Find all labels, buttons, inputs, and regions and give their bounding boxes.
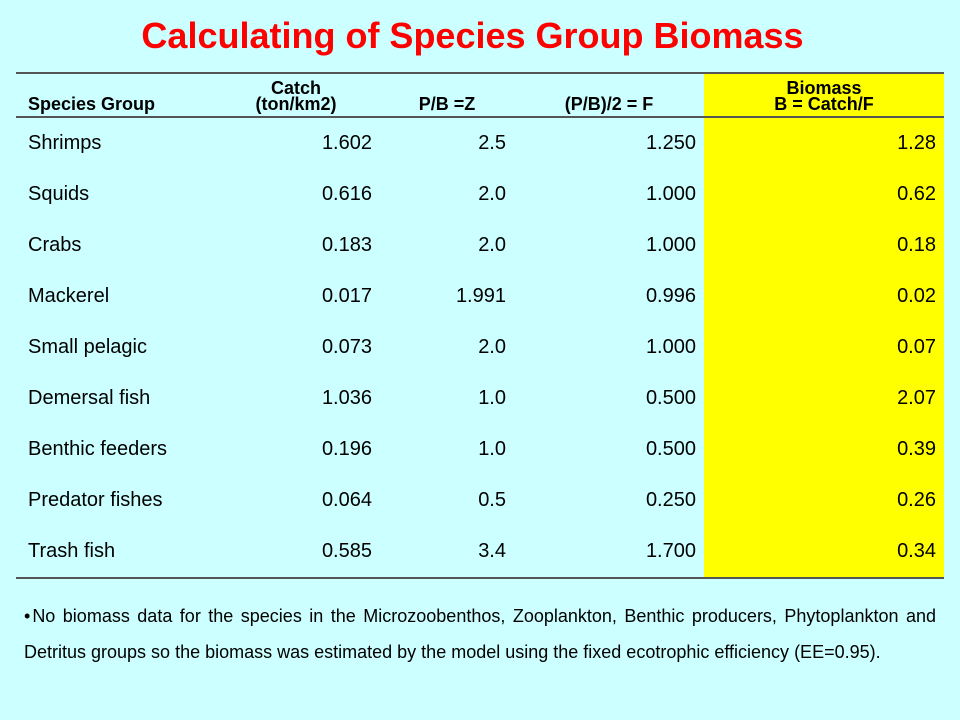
cell-species: Shrimps	[28, 132, 102, 154]
cell-biomass: 2.07	[704, 373, 944, 424]
cell-biomass: 1.28	[704, 117, 944, 169]
cell-species: Crabs	[28, 234, 82, 256]
bullet-marker: •	[24, 606, 31, 626]
cell-pb: 2.0	[478, 336, 506, 358]
cell-biomass: 0.18	[704, 220, 944, 271]
table-row: Demersal fish 1.036 1.0 0.500 2.07	[16, 373, 944, 424]
cell-catch: 0.616	[321, 183, 372, 205]
header-species-group: Species Group	[28, 94, 156, 114]
cell-species: Squids	[28, 183, 90, 205]
header-biomass: Biomass B = Catch/F	[704, 73, 944, 117]
table-row: Predator fishes 0.064 0.5 0.250 0.26	[16, 475, 944, 526]
cell-species: Demersal fish	[28, 387, 151, 409]
table-row: Trash fish 0.585 3.4 1.700 0.34	[16, 526, 944, 578]
table-row: Small pelagic 0.073 2.0 1.000 0.07	[16, 322, 944, 373]
cell-species: Trash fish	[28, 540, 116, 562]
cell-catch: 0.064	[321, 489, 372, 511]
cell-biomass: 0.07	[704, 322, 944, 373]
table-row: Crabs 0.183 2.0 1.000 0.18	[16, 220, 944, 271]
cell-pb: 2.5	[478, 132, 506, 154]
cell-biomass: 0.26	[704, 475, 944, 526]
cell-f: 1.250	[645, 132, 696, 154]
table-row: Shrimps 1.602 2.5 1.250 1.28	[16, 117, 944, 169]
header-pb: P/B =Z	[418, 94, 476, 114]
cell-f: 1.000	[645, 234, 696, 256]
cell-biomass: 0.34	[704, 526, 944, 578]
page-title: Calculating of Species Group Biomass	[141, 15, 804, 56]
biomass-table-container: Species Group Catch (ton/km2) P/B =Z (P/…	[16, 72, 944, 579]
table-row: Benthic feeders 0.196 1.0 0.500 0.39	[16, 424, 944, 475]
biomass-table: Species Group Catch (ton/km2) P/B =Z (P/…	[16, 72, 944, 579]
header-biomass-line2: B = Catch/F	[774, 94, 874, 114]
header-biomass-line1: Biomass	[786, 78, 862, 98]
cell-biomass: 0.02	[704, 271, 944, 322]
cell-pb: 0.5	[478, 489, 506, 511]
cell-catch: 0.073	[321, 336, 372, 358]
cell-species: Small pelagic	[28, 336, 147, 358]
table-body: Shrimps 1.602 2.5 1.250 1.28 Squids 0.61…	[16, 117, 944, 578]
header-f: (P/B)/2 = F	[564, 94, 654, 114]
cell-f: 0.996	[645, 285, 696, 307]
header-catch-line1: Catch	[270, 78, 321, 98]
table-row: Mackerel 0.017 1.991 0.996 0.02	[16, 271, 944, 322]
cell-pb: 1.991	[455, 285, 506, 307]
cell-species: Predator fishes	[28, 489, 163, 511]
cell-catch: 0.017	[321, 285, 372, 307]
cell-biomass: 0.62	[704, 169, 944, 220]
cell-f: 1.000	[645, 183, 696, 205]
cell-species: Mackerel	[28, 285, 110, 307]
cell-pb: 1.0	[478, 387, 506, 409]
cell-f: 1.000	[645, 336, 696, 358]
table-row: Squids 0.616 2.0 1.000 0.62	[16, 169, 944, 220]
cell-pb: 2.0	[478, 183, 506, 205]
cell-catch: 0.183	[321, 234, 372, 256]
cell-catch: 1.602	[321, 132, 372, 154]
cell-f: 0.500	[645, 438, 696, 460]
cell-f: 1.700	[645, 540, 696, 562]
cell-species: Benthic feeders	[28, 438, 167, 460]
cell-pb: 1.0	[478, 438, 506, 460]
cell-pb: 2.0	[478, 234, 506, 256]
footnote: • No biomass data for the species in the …	[24, 598, 936, 670]
cell-pb: 3.4	[478, 540, 506, 562]
cell-catch: 0.585	[321, 540, 372, 562]
cell-f: 0.250	[645, 489, 696, 511]
cell-catch: 1.036	[321, 387, 372, 409]
table-header-row: Species Group Catch (ton/km2) P/B =Z (P/…	[16, 73, 944, 117]
cell-catch: 0.196	[321, 438, 372, 460]
header-catch-line2: (ton/km2)	[255, 94, 337, 114]
cell-biomass: 0.39	[704, 424, 944, 475]
header-catch: Catch (ton/km2)	[212, 73, 380, 117]
cell-f: 0.500	[645, 387, 696, 409]
footnote-text: No biomass data for the species in the M…	[24, 606, 936, 662]
